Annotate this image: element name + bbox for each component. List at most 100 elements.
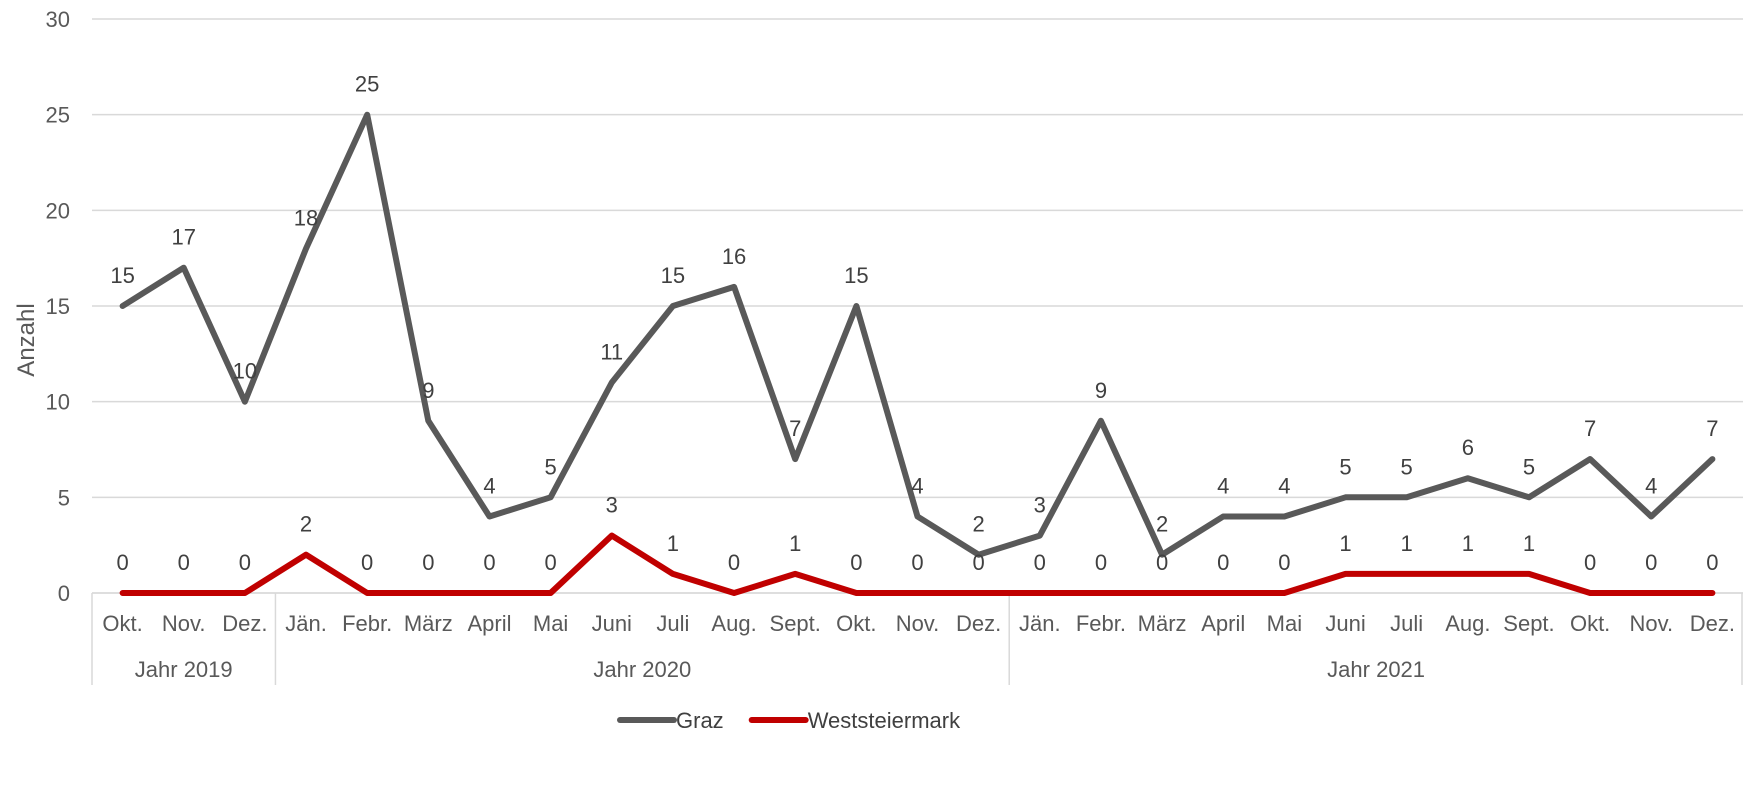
x-tick-label: Aug. [711,611,756,636]
data-label: 0 [1156,550,1168,575]
data-label: 0 [1645,550,1657,575]
x-tick-label: März [404,611,453,636]
x-tick-label: Febr. [1076,611,1126,636]
data-label: 9 [1095,378,1107,403]
data-label: 7 [1706,416,1718,441]
data-label: 0 [1278,550,1290,575]
data-label: 5 [544,454,556,479]
y-tick-label: 5 [58,485,70,510]
x-tick-label: März [1138,611,1187,636]
y-tick-label: 10 [46,390,70,415]
data-label: 0 [361,550,373,575]
data-label: 1 [1523,531,1535,556]
data-label: 9 [422,378,434,403]
data-label: 15 [844,263,868,288]
y-tick-label: 15 [46,294,70,319]
x-tick-label: April [1201,611,1245,636]
y-tick-label: 20 [46,198,70,223]
data-label: 1 [789,531,801,556]
x-tick-label: Juni [592,611,632,636]
legend-label: Weststeiermark [808,708,961,733]
data-label: 4 [483,473,495,498]
data-label: 4 [911,473,923,498]
x-tick-label: Sept. [770,611,821,636]
data-label: 0 [911,550,923,575]
y-axis: 0 5 10 15 20 25 30 [46,7,70,606]
data-label: 0 [544,550,556,575]
data-label: 4 [1645,473,1657,498]
data-label: 7 [1584,416,1596,441]
y-tick-label: 30 [46,7,70,32]
data-label: 2 [300,512,312,537]
data-label: 0 [728,550,740,575]
data-label: 0 [1706,550,1718,575]
x-tick-label: Dez. [222,611,267,636]
data-label: 0 [116,550,128,575]
x-group-label: Jahr 2019 [135,657,233,682]
data-label: 1 [1462,531,1474,556]
y-axis-title: Anzahl [13,303,40,376]
legend: Graz Weststeiermark [617,708,961,733]
y-tick-label: 25 [46,103,70,128]
x-tick-label: Nov. [1629,611,1673,636]
x-tick-label: Jän. [285,611,327,636]
x-tick-label: Okt. [1570,611,1610,636]
x-tick-label: Okt. [836,611,876,636]
data-label: 7 [789,416,801,441]
legend-label: Graz [676,708,724,733]
x-group-label: Jahr 2021 [1327,657,1425,682]
data-label: 1 [667,531,679,556]
data-label: 0 [1584,550,1596,575]
x-tick-label: Aug. [1445,611,1490,636]
x-axis: Okt. Nov. Dez. Jän. Febr. März April Mai Juni Jul… [91,592,1743,685]
data-label: 3 [606,493,618,518]
data-label: 15 [110,263,134,288]
data-label: 15 [661,263,685,288]
x-group-label: Jahr 2020 [593,657,691,682]
x-tick-label: Juni [1325,611,1365,636]
data-label: 0 [973,550,985,575]
series-line [119,111,1716,558]
data-label: 18 [294,206,318,231]
x-tick-label: Juli [1390,611,1423,636]
data-label: 0 [422,550,434,575]
x-tick-label: Mai [533,611,568,636]
x-tick-label: Okt. [102,611,142,636]
data-label: 0 [1217,550,1229,575]
series-lines [119,111,1716,596]
x-tick-label: Dez. [1690,611,1735,636]
data-label: 3 [1034,493,1046,518]
data-label: 0 [850,550,862,575]
data-label: 10 [233,359,257,384]
x-tick-label: Jän. [1019,611,1061,636]
data-label: 2 [973,512,985,537]
data-label: 16 [722,244,746,269]
x-tick-label: Mai [1267,611,1302,636]
x-tick-label: Sept. [1503,611,1554,636]
data-label: 25 [355,72,379,97]
data-label: 4 [1278,473,1290,498]
data-label: 2 [1156,512,1168,537]
data-label: 1 [1401,531,1413,556]
data-label: 0 [239,550,251,575]
x-tick-label: April [467,611,511,636]
data-label: 0 [483,550,495,575]
data-label: 5 [1523,454,1535,479]
x-tick-label: Dez. [956,611,1001,636]
data-label: 11 [600,340,623,365]
data-label: 6 [1462,435,1474,460]
y-tick-label: 0 [58,581,70,606]
series-line [119,532,1716,596]
data-label: 1 [1339,531,1351,556]
data-label: 0 [1095,550,1107,575]
data-label: 0 [178,550,190,575]
data-label: 17 [171,225,195,250]
data-label: 5 [1401,454,1413,479]
x-tick-label: Nov. [162,611,206,636]
data-label: 5 [1339,454,1351,479]
x-tick-label: Febr. [342,611,392,636]
data-label: 0 [1034,550,1046,575]
x-tick-label: Nov. [896,611,940,636]
